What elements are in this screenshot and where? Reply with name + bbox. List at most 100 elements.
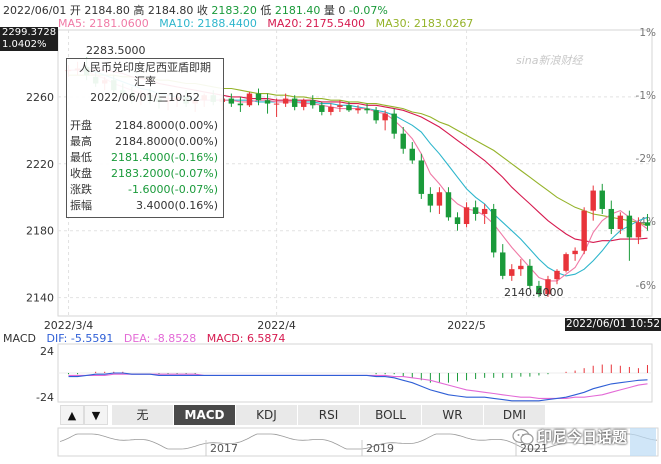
candle-body <box>445 192 452 218</box>
macd-dea-legend: DEA: -8.8528 <box>123 332 197 345</box>
ma-legend: MA5: 2181.0600 MA10: 2188.4400 MA20: 217… <box>58 17 473 30</box>
tab-macd[interactable]: MACD <box>174 405 236 425</box>
candle-body <box>472 207 479 214</box>
candle <box>518 259 524 276</box>
header-high: 2184.80 <box>147 4 194 17</box>
tab-wr[interactable]: WR <box>422 405 484 425</box>
tab-rsi[interactable]: RSI <box>298 405 360 425</box>
header-low: 2181.40 <box>274 4 321 17</box>
prev-indicator-button[interactable]: ▲ <box>60 405 84 425</box>
candle-body <box>291 98 298 107</box>
candle <box>427 187 434 213</box>
macd-legend: MACD DIF: -5.5591 DEA: -8.8528 MACD: 6.5… <box>3 332 285 345</box>
candle-body <box>301 100 307 107</box>
candle <box>346 101 352 112</box>
header-close: 2183.20 <box>211 4 257 17</box>
candle-body <box>481 208 488 214</box>
candle-body <box>382 113 388 121</box>
tab-dmi[interactable]: DMI <box>484 405 546 425</box>
candle-body <box>319 105 325 112</box>
tab-kdj[interactable]: KDJ <box>236 405 298 425</box>
candle-body <box>518 265 524 270</box>
candle <box>617 212 624 235</box>
candle <box>590 185 596 221</box>
y-tick-label: 2140 <box>26 292 54 305</box>
candle <box>237 96 244 112</box>
tab-boll[interactable]: BOLL <box>360 405 422 425</box>
candle-body <box>400 133 406 149</box>
tooltip-row: 收盘 2183.2000(-0.07%) <box>70 167 220 181</box>
candle-body <box>490 208 497 253</box>
candle <box>626 210 633 261</box>
candle <box>273 98 280 117</box>
candle <box>509 264 515 281</box>
tooltip-row-label: 收盘 <box>70 167 92 180</box>
ma10-legend: MA10: 2188.4400 <box>159 17 257 30</box>
pct-tick-label: -2% <box>636 153 656 165</box>
candle <box>599 183 605 214</box>
candle-body <box>409 148 415 161</box>
macd-title: MACD <box>3 332 36 345</box>
header-open-label: 开 <box>69 4 81 17</box>
candle <box>572 247 578 261</box>
header-change: -0.07% <box>348 4 388 17</box>
macd-dea-line <box>68 373 648 399</box>
price-marker: 2299.3728 1.0402% <box>0 27 58 51</box>
header-quote: 2022/06/01 开 2184.80 高 2184.80 收 2183.20… <box>3 2 388 18</box>
tooltip-row: 最高 2184.8000(0.00%) <box>70 135 220 149</box>
candle <box>536 280 542 297</box>
candle <box>436 187 443 214</box>
header-high-label: 高 <box>133 4 145 17</box>
ma5-legend: MA5: 2181.0600 <box>58 17 149 30</box>
y-tick-label: 2260 <box>26 91 54 104</box>
tab-无[interactable]: 无 <box>112 405 174 425</box>
header-low-label: 低 <box>260 4 272 17</box>
candle-body <box>626 215 633 238</box>
candle-body <box>364 108 370 111</box>
tooltip-row-value: 2184.8000(0.00%) <box>114 119 218 132</box>
macd-dif-line <box>68 372 648 402</box>
x-tick-label: 2022/5 <box>447 319 486 332</box>
candle-body <box>608 208 615 230</box>
timeline-frame <box>57 427 659 457</box>
tooltip-datetime: 2022/06/01/三10:52 <box>90 91 200 104</box>
tooltip-row: 涨跌 -1.6000(-0.07%) <box>70 183 220 197</box>
candle <box>391 108 397 139</box>
tooltip-row-value: 2183.2000(-0.07%) <box>111 167 218 180</box>
tooltip-row-label: 振幅 <box>70 199 92 212</box>
candle <box>382 110 388 131</box>
candle <box>635 217 642 245</box>
candle <box>291 95 298 111</box>
candle <box>454 212 461 231</box>
candle-body <box>273 103 280 105</box>
macd-value-legend: MACD: 6.5874 <box>206 332 286 345</box>
candle <box>445 187 452 221</box>
candle-body <box>255 93 262 101</box>
candle-body <box>617 215 624 230</box>
candle-body <box>310 100 316 106</box>
candle <box>337 100 343 112</box>
tooltip-row-value: -1.6000(-0.07%) <box>128 183 218 196</box>
timeline-navigator[interactable]: 2017 2019 2021 <box>57 427 659 457</box>
candle-body <box>237 103 244 106</box>
candle <box>545 275 551 297</box>
price-marker-value: 2299.3728 <box>2 27 57 38</box>
candle-body <box>355 108 361 111</box>
candle-body <box>572 250 578 255</box>
tooltip-row-label: 最高 <box>70 135 92 148</box>
candle-body <box>337 105 343 107</box>
candle-body <box>436 192 443 206</box>
candle-body <box>527 265 533 286</box>
tooltip-row-value: 3.4000(0.16%) <box>135 199 218 212</box>
next-indicator-button[interactable]: ▼ <box>84 405 108 425</box>
watermark-logo: sina新浪财经 <box>516 54 583 67</box>
tooltip-row: 最低 2181.4000(-0.16%) <box>70 151 220 165</box>
macd-dif-legend: DIF: -5.5591 <box>46 332 114 345</box>
pct-tick-label: 1% <box>639 27 656 39</box>
candle <box>355 105 361 114</box>
candle <box>481 203 488 225</box>
macd-panel <box>57 343 653 403</box>
candle-body <box>463 207 470 225</box>
candle <box>364 103 370 114</box>
